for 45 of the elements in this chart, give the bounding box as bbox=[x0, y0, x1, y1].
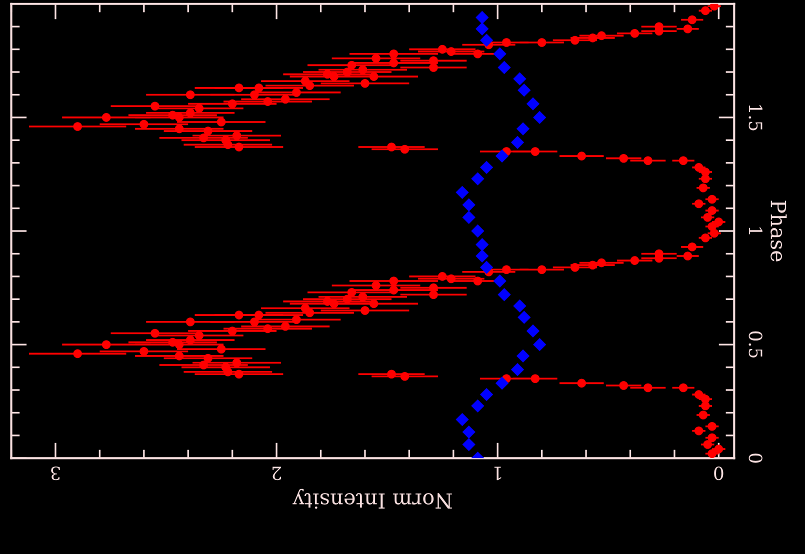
point bbox=[480, 260, 494, 274]
point bbox=[518, 310, 531, 324]
point bbox=[476, 10, 489, 24]
point bbox=[471, 172, 484, 186]
point bbox=[526, 97, 540, 110]
y-tick-label: 0.5 bbox=[748, 331, 762, 358]
y-tick-label: 1.5 bbox=[748, 105, 762, 130]
point bbox=[498, 288, 511, 302]
x-tick-label: 1 bbox=[494, 466, 502, 480]
point bbox=[476, 238, 489, 252]
y-axis-title: Phase bbox=[770, 200, 787, 262]
point bbox=[510, 136, 524, 150]
y-tick-label: 0 bbox=[748, 454, 762, 463]
point bbox=[471, 399, 484, 413]
point bbox=[462, 438, 476, 452]
point bbox=[462, 198, 476, 212]
point bbox=[462, 425, 476, 439]
point bbox=[493, 47, 506, 60]
x-tick-label: 3 bbox=[51, 466, 60, 480]
point bbox=[518, 84, 531, 97]
point bbox=[495, 149, 509, 163]
point bbox=[462, 210, 476, 224]
point bbox=[495, 376, 509, 390]
point bbox=[456, 186, 469, 199]
point bbox=[533, 110, 546, 124]
point bbox=[493, 274, 506, 288]
x-tick-label: 0 bbox=[714, 466, 724, 480]
y-tick-label: 1 bbox=[749, 227, 762, 234]
point bbox=[498, 60, 511, 74]
x-axis-title: Norm Intensity bbox=[292, 488, 452, 509]
point bbox=[516, 349, 530, 363]
point bbox=[471, 224, 484, 238]
point bbox=[456, 412, 469, 426]
point bbox=[480, 388, 494, 402]
x-tick-label: 2 bbox=[272, 466, 282, 480]
point bbox=[516, 122, 530, 136]
point bbox=[533, 338, 546, 352]
point bbox=[476, 249, 489, 263]
point bbox=[480, 34, 494, 47]
point bbox=[510, 362, 524, 376]
point bbox=[513, 72, 526, 86]
point bbox=[476, 22, 489, 36]
point bbox=[480, 160, 494, 174]
point bbox=[526, 324, 540, 338]
point bbox=[513, 299, 526, 313]
